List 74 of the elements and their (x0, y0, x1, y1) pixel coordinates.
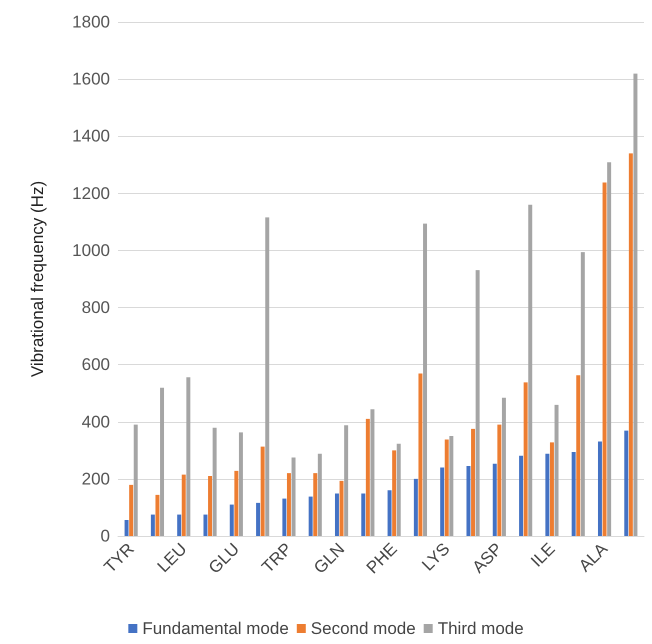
bar (418, 374, 422, 536)
bar (212, 428, 217, 536)
bar (492, 464, 497, 536)
bar (256, 502, 260, 536)
bar (628, 153, 633, 536)
bar (344, 425, 348, 536)
bar (208, 476, 212, 536)
bar (230, 504, 234, 536)
y-tick-label: 400 (82, 412, 110, 432)
y-axis-title: Vibrational frequency (Hz) (28, 180, 47, 378)
x-tick-label: ALA (575, 538, 612, 576)
bar (129, 484, 134, 536)
y-tick-label: 200 (82, 469, 110, 488)
bar (160, 388, 164, 536)
bar (580, 252, 585, 536)
bar (519, 456, 524, 536)
bar (124, 520, 129, 536)
bar (361, 493, 366, 536)
bar (366, 418, 370, 536)
bar (150, 514, 155, 536)
bar (265, 217, 270, 536)
y-tick-label: 1000 (72, 240, 110, 260)
bar (155, 494, 160, 536)
bar (134, 424, 138, 536)
bar (598, 441, 602, 536)
bar (260, 446, 265, 536)
bar (238, 432, 243, 536)
bar (471, 428, 476, 536)
y-tick-label: 1400 (72, 126, 110, 146)
bar (602, 182, 607, 536)
bar (308, 496, 313, 536)
bar (502, 398, 506, 536)
legend-label: Third mode (438, 619, 524, 638)
bar (234, 470, 238, 536)
bar (414, 478, 418, 536)
bar (370, 409, 374, 536)
bar (476, 270, 480, 536)
bar (286, 473, 291, 536)
y-tick-label: 0 (100, 526, 110, 546)
legend-label: Second mode (310, 619, 416, 638)
bar (554, 404, 559, 536)
bar (392, 450, 396, 536)
bar (572, 452, 576, 536)
bar (282, 498, 286, 536)
bar (340, 480, 344, 536)
x-tick-label: ILE (527, 539, 559, 571)
x-tick-label: TRP (258, 539, 296, 577)
legend-label: Fundamental mode (142, 619, 289, 638)
bar (292, 457, 296, 536)
bar (440, 467, 444, 536)
bar (177, 514, 182, 536)
bar (545, 454, 550, 536)
bar (497, 424, 502, 536)
y-tick-label: 1800 (72, 12, 110, 32)
x-tick-label: LYS (418, 539, 454, 575)
bar (334, 493, 339, 536)
bar (633, 74, 638, 536)
bar (528, 204, 532, 536)
bar (466, 466, 470, 536)
bar (449, 436, 454, 536)
bar (524, 382, 528, 536)
bar (607, 162, 612, 536)
bar (318, 454, 322, 536)
bar (396, 444, 401, 536)
bar (423, 224, 428, 536)
y-tick-label: 800 (82, 298, 110, 318)
y-tick-label: 1200 (72, 184, 110, 203)
bar (624, 430, 628, 536)
y-tick-label: 600 (82, 355, 110, 374)
y-tick-label: 1600 (72, 70, 110, 89)
bar (388, 490, 392, 536)
bar (550, 442, 554, 536)
bar (186, 377, 190, 536)
bar (203, 514, 208, 536)
